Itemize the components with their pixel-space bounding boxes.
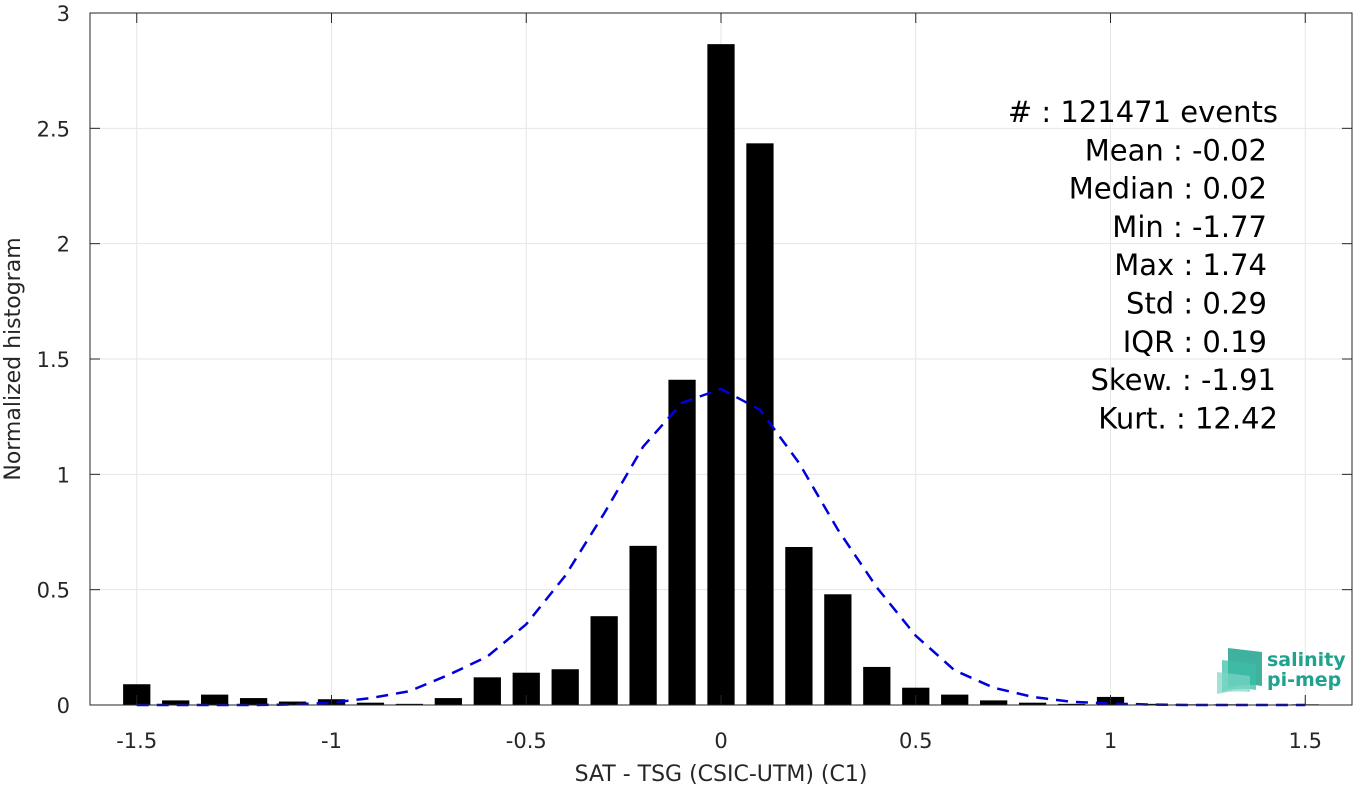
y-axis-label: Normalized histogram [1, 237, 26, 480]
y-tick-label: 3 [57, 2, 70, 26]
wave-icon [1217, 648, 1262, 694]
gaussian-fit-line [136, 387, 1306, 707]
x-tick-label: -0.5 [506, 729, 547, 753]
y-tick-label: 1.5 [37, 348, 70, 372]
histogram-bars [123, 44, 1319, 705]
histogram-bar [941, 694, 969, 705]
logo-line1: salinity [1267, 649, 1346, 671]
x-tick-label: -1.5 [116, 729, 157, 753]
histogram-bar [1057, 703, 1086, 705]
stat-line: Skew. : -1.91 [1090, 363, 1276, 397]
histogram-bar [785, 546, 813, 705]
histogram-bar [1018, 702, 1047, 705]
stat-line: Std : 0.29 [1126, 287, 1267, 321]
salinity-pi-mep-logo: salinity pi-mep [1217, 648, 1346, 694]
x-axis-label: SAT - TSG (CSIC-UTM) (C1) [575, 762, 868, 785]
histogram-bar [395, 703, 424, 705]
histogram-bar [162, 700, 190, 705]
y-tick-label: 2 [57, 233, 70, 257]
x-tick-label: 1 [1104, 729, 1117, 753]
logo-line2: pi-mep [1267, 669, 1341, 691]
histogram-bar [551, 669, 579, 705]
stat-line: Median : 0.02 [1069, 172, 1267, 206]
histogram-bar [123, 684, 151, 705]
histogram-bar [356, 702, 385, 705]
x-axis-ticks: -1.5 -1 -0.5 0 0.5 1 1.5 [116, 13, 1322, 753]
stat-line: Kurt. : 12.42 [1098, 401, 1278, 435]
histogram-bar [746, 143, 774, 705]
stat-line: Mean : -0.02 [1085, 133, 1267, 167]
y-tick-label: 0 [57, 694, 70, 718]
stat-line: # : 121471 events [1008, 95, 1278, 129]
histogram-bar [980, 700, 1008, 705]
x-tick-label: 0.5 [899, 729, 932, 753]
histogram-bar [629, 545, 657, 705]
x-tick-label: 0 [714, 729, 727, 753]
gaussian-fit-curve [136, 387, 1306, 707]
histogram-bar [707, 44, 735, 705]
histogram-bar [278, 701, 307, 705]
y-axis-ticks: 0 0.5 1 1.5 2 2.5 3 [37, 2, 1352, 718]
x-tick-label: -1 [321, 729, 342, 753]
histogram-bar [863, 666, 891, 705]
y-tick-label: 0.5 [37, 579, 70, 603]
x-tick-label: 1.5 [1289, 729, 1322, 753]
histogram-bar [239, 698, 268, 705]
stats-annotation: # : 121471 events Mean : -0.02 Median : 0.… [1008, 95, 1278, 435]
stat-line: IQR : 0.19 [1123, 325, 1267, 359]
histogram-bar [201, 694, 229, 705]
stat-line: Max : 1.74 [1114, 248, 1267, 282]
histogram-bar [473, 677, 501, 705]
histogram-bar [434, 698, 462, 705]
y-tick-label: 2.5 [37, 117, 70, 141]
histogram-bar [668, 379, 696, 705]
stat-line: Min : -1.77 [1112, 210, 1267, 244]
y-tick-label: 1 [57, 463, 70, 487]
histogram-bar [1135, 703, 1164, 705]
histogram-bar [590, 616, 618, 705]
histogram-bar [824, 594, 852, 705]
